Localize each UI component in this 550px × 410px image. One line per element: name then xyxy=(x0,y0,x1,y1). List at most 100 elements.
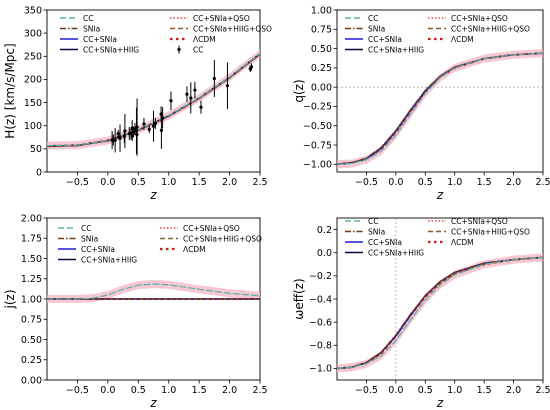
legend-label: SNIa xyxy=(83,25,100,34)
data-point xyxy=(134,129,139,133)
data-point xyxy=(122,134,126,138)
data-point xyxy=(142,122,146,126)
series-line-cc xyxy=(337,256,543,370)
legend-item-cc-snia-qso: CC+SNIa+QSO xyxy=(160,224,240,233)
y-axis-label: q(z) xyxy=(292,79,306,102)
y-tick-label: 200 xyxy=(24,75,42,86)
legend-item-cc-snia-hiig-qso: CC+SNIa+HIIG+QSO xyxy=(428,25,530,34)
legend-label: ΛCDM xyxy=(451,35,474,44)
legend-label: ΛCDM xyxy=(451,238,474,247)
legend-label: CC+SNIa xyxy=(83,35,117,44)
legend-item-cc: CC xyxy=(60,14,93,23)
legend-item-snia: SNIa xyxy=(60,25,100,34)
x-tick-label: 1.5 xyxy=(477,385,492,396)
y-tick-label: −0.50 xyxy=(303,121,332,132)
x-tick-label: −0.5 xyxy=(66,385,89,396)
y-tick-label: 0.00 xyxy=(311,82,332,93)
x-tick-label: 0.0 xyxy=(388,385,403,396)
data-point xyxy=(161,116,165,120)
y-axis-label: j(z) xyxy=(3,290,17,310)
y-tick-label: −1.0 xyxy=(309,364,332,375)
legend-label: SNIa xyxy=(368,25,385,34)
data-point xyxy=(113,138,117,142)
legend-label: SNIa xyxy=(81,235,98,244)
legend-item-snia: SNIa xyxy=(58,235,98,244)
data-point xyxy=(130,134,134,138)
legend-item-cdm: ΛCDM xyxy=(428,35,474,44)
legend-item-cc: CC xyxy=(177,45,203,55)
series-line-cc-snia-hiig xyxy=(337,256,543,370)
y-axis-label: H(z) [km/s/Mpc] xyxy=(3,43,17,138)
x-axis-label: z xyxy=(436,396,444,410)
data-point xyxy=(130,126,134,130)
legend-label: CC+SNIa+HIIG xyxy=(83,46,139,55)
y-tick-label: 50 xyxy=(30,144,42,155)
legend-label: CC+SNIa+HIIG xyxy=(81,256,137,265)
data-point xyxy=(225,84,230,88)
legend-item-cc: CC xyxy=(345,14,378,23)
data-point xyxy=(189,96,193,100)
legend-item-cdm: ΛCDM xyxy=(170,35,216,44)
legend-marker xyxy=(177,47,181,52)
x-tick-label: 2.0 xyxy=(506,385,521,396)
x-axis-label: z xyxy=(436,188,444,202)
series-line-cc-snia xyxy=(337,52,543,165)
y-tick-label: −0.6 xyxy=(309,317,332,328)
series-line-cc-snia-hiig-qso xyxy=(337,256,543,370)
y-tick-label: 150 xyxy=(24,98,42,109)
data-point xyxy=(185,92,189,96)
series-line-snia xyxy=(337,52,543,165)
y-tick-label: −0.75 xyxy=(303,140,332,151)
data-point xyxy=(118,136,122,140)
x-tick-label: 1.0 xyxy=(447,177,462,188)
legend-label: CC+SNIa xyxy=(368,238,402,247)
y-tick-label: 1.00 xyxy=(21,294,42,305)
legend-item-cdm: ΛCDM xyxy=(160,245,206,254)
legend-label: CC xyxy=(81,224,91,233)
x-tick-label: 1.5 xyxy=(192,177,207,188)
legend-label: CC xyxy=(193,46,203,55)
data-point xyxy=(169,99,173,103)
legend-label: CC+SNIa+HIIG+QSO xyxy=(451,25,530,34)
y-tick-label: 1.25 xyxy=(21,274,42,285)
legend-label: SNIa xyxy=(368,228,385,237)
y-tick-label: −0.8 xyxy=(309,341,332,352)
x-tick-label: 0.0 xyxy=(100,385,115,396)
data-point xyxy=(249,65,254,69)
legend-label: CC+SNIa+HIIG+QSO xyxy=(183,235,262,244)
x-tick-label: 2.5 xyxy=(252,177,267,188)
y-tick-label: −0.4 xyxy=(309,294,332,305)
series-line-cdm xyxy=(337,52,543,166)
x-tick-label: 2.5 xyxy=(535,385,550,396)
y-tick-label: 1.50 xyxy=(21,254,42,265)
legend-label: CC+SNIa+QSO xyxy=(193,14,250,23)
series-line-cc-snia-qso xyxy=(337,256,543,370)
legend-item-cc-snia-hiig: CC+SNIa+HIIG xyxy=(60,46,139,55)
y-tick-label: −0.25 xyxy=(303,102,332,113)
data-point xyxy=(199,105,203,109)
data-point xyxy=(147,127,151,132)
legend-label: CC+SNIa+QSO xyxy=(451,217,508,226)
x-tick-label: −0.5 xyxy=(355,177,378,188)
x-tick-label: −0.5 xyxy=(66,177,89,188)
legend-label: CC+SNIa+QSO xyxy=(451,14,508,23)
legend-label: CC+SNIa xyxy=(81,245,115,254)
y-tick-label: 100 xyxy=(24,121,42,132)
legend-label: CC+SNIa+HIIG xyxy=(368,46,424,55)
legend-item-cc-snia-hiig: CC+SNIa+HIIG xyxy=(58,256,137,265)
y-tick-label: −0.2 xyxy=(309,271,332,282)
legend-item-cc-snia-hiig-qso: CC+SNIa+HIIG+QSO xyxy=(170,25,272,34)
axes-frame xyxy=(336,9,544,173)
x-tick-label: 2.0 xyxy=(222,385,237,396)
legend-item-cc: CC xyxy=(345,217,378,226)
y-tick-label: 0 xyxy=(36,167,42,178)
y-axis-label: ωeff(z) xyxy=(292,278,306,319)
confidence-band xyxy=(337,253,543,373)
series-line-cc-snia-hiig-qso xyxy=(337,52,543,165)
series-line-snia xyxy=(337,256,543,370)
x-axis-label: z xyxy=(149,396,157,410)
panel-top-right: −0.5 0.0 0.5 1.0 1.5 2.0 2.5 −1.00 −0.75 −0.50 −0.… xyxy=(292,5,550,202)
